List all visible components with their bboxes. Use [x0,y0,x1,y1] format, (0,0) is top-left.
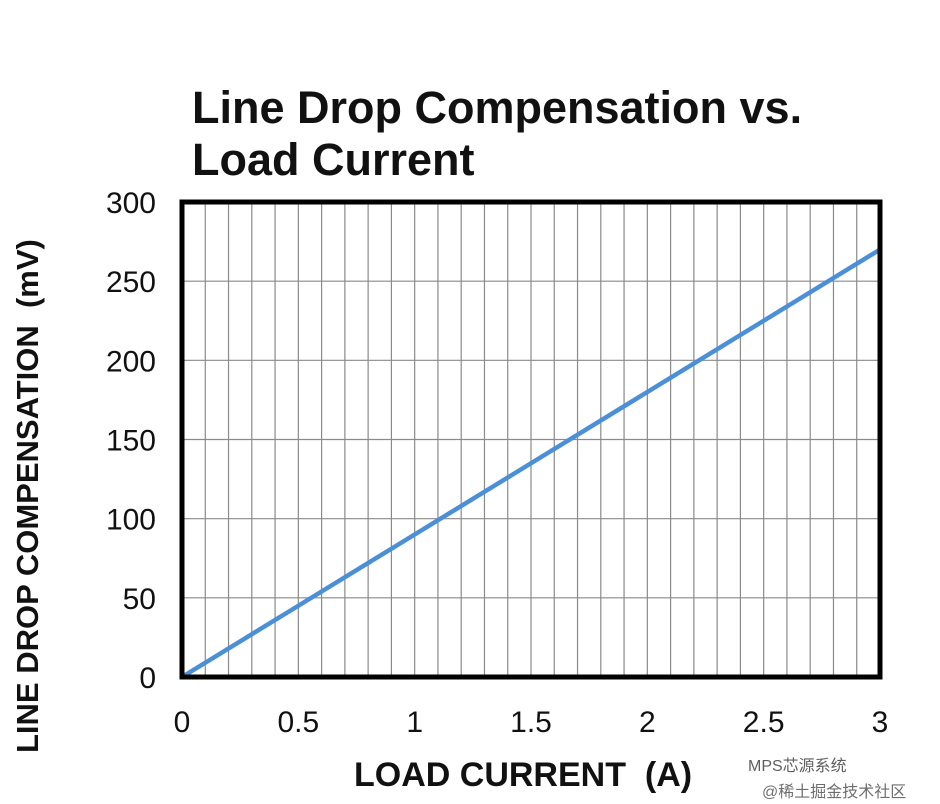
y-tick-label: 0 [139,662,156,695]
plot-frame-group [179,199,883,680]
x-tick-label: 2.5 [743,706,785,739]
y-tick-label: 200 [106,345,156,378]
y-tick-label: 300 [106,187,156,220]
x-tick-labels: 0 0.5 1 1.5 2 2.5 3 [174,706,889,739]
x-tick-label: 3 [872,706,889,739]
series-group [179,247,883,680]
x-tick-label: 0 [174,706,191,739]
x-tick-label: 1.5 [510,706,552,739]
x-tick-label: 2 [639,706,656,739]
y-tick-label: 250 [106,266,156,299]
chart-title-line-2: Load Current [192,134,475,185]
y-tick-labels: 0 50 100 150 200 250 300 [106,187,156,695]
watermark-brand: MPS芯源系统 [748,758,847,775]
watermark-community: @稀土掘金技术社区 [762,784,907,801]
x-axis-label: LOAD CURRENT (A) [354,756,693,794]
grid-lines [182,202,880,677]
chart-title: Line Drop Compensation vs. Load Current [192,82,802,186]
plot-frame [179,199,883,680]
series-line-0 [179,247,883,680]
x-tick-label: 0.5 [277,706,319,739]
y-tick-label: 150 [106,425,156,458]
x-tick-label: 1 [406,706,423,739]
y-tick-label: 100 [106,504,156,537]
chart-title-line-1: Line Drop Compensation vs. [192,82,803,133]
y-tick-label: 50 [123,583,156,616]
